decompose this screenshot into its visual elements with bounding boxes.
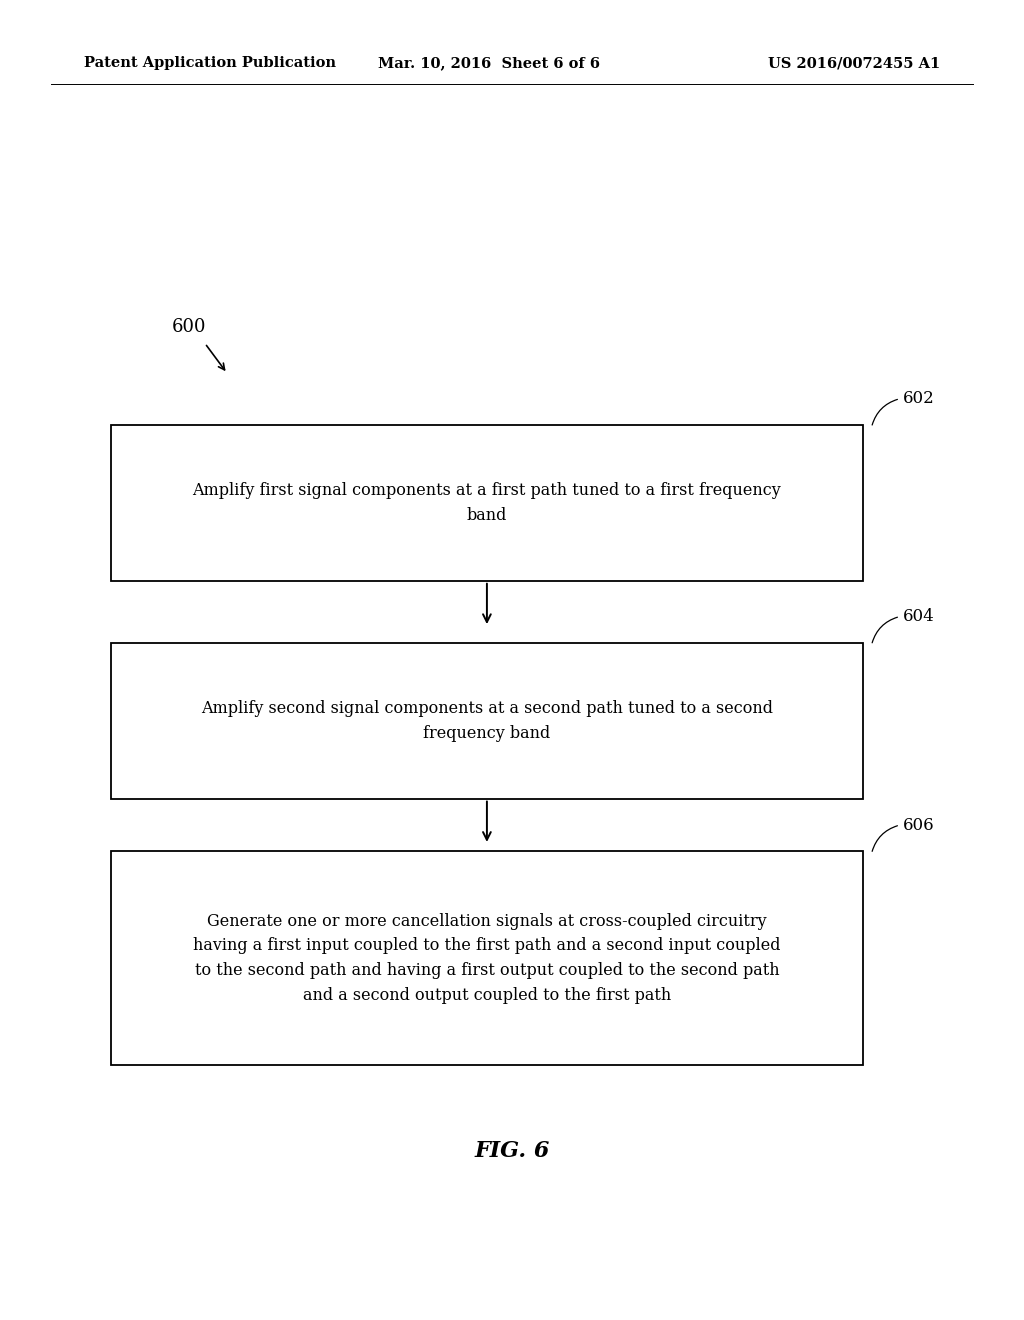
Bar (111, 643, 863, 799)
Text: Patent Application Publication: Patent Application Publication (84, 57, 336, 70)
Text: US 2016/0072455 A1: US 2016/0072455 A1 (768, 57, 940, 70)
Text: 602: 602 (903, 391, 935, 407)
Text: Amplify first signal components at a first path tuned to a first frequency
band: Amplify first signal components at a fir… (193, 482, 781, 524)
Text: Amplify second signal components at a second path tuned to a second
frequency ba: Amplify second signal components at a se… (201, 700, 773, 742)
Text: 606: 606 (903, 817, 935, 833)
Text: Mar. 10, 2016  Sheet 6 of 6: Mar. 10, 2016 Sheet 6 of 6 (379, 57, 600, 70)
Bar (111, 425, 863, 581)
Text: 600: 600 (172, 318, 207, 337)
Bar (111, 851, 863, 1065)
Text: Generate one or more cancellation signals at cross-coupled circuitry
having a fi: Generate one or more cancellation signal… (194, 912, 780, 1005)
Text: FIG. 6: FIG. 6 (474, 1140, 550, 1162)
Text: 604: 604 (903, 609, 935, 624)
